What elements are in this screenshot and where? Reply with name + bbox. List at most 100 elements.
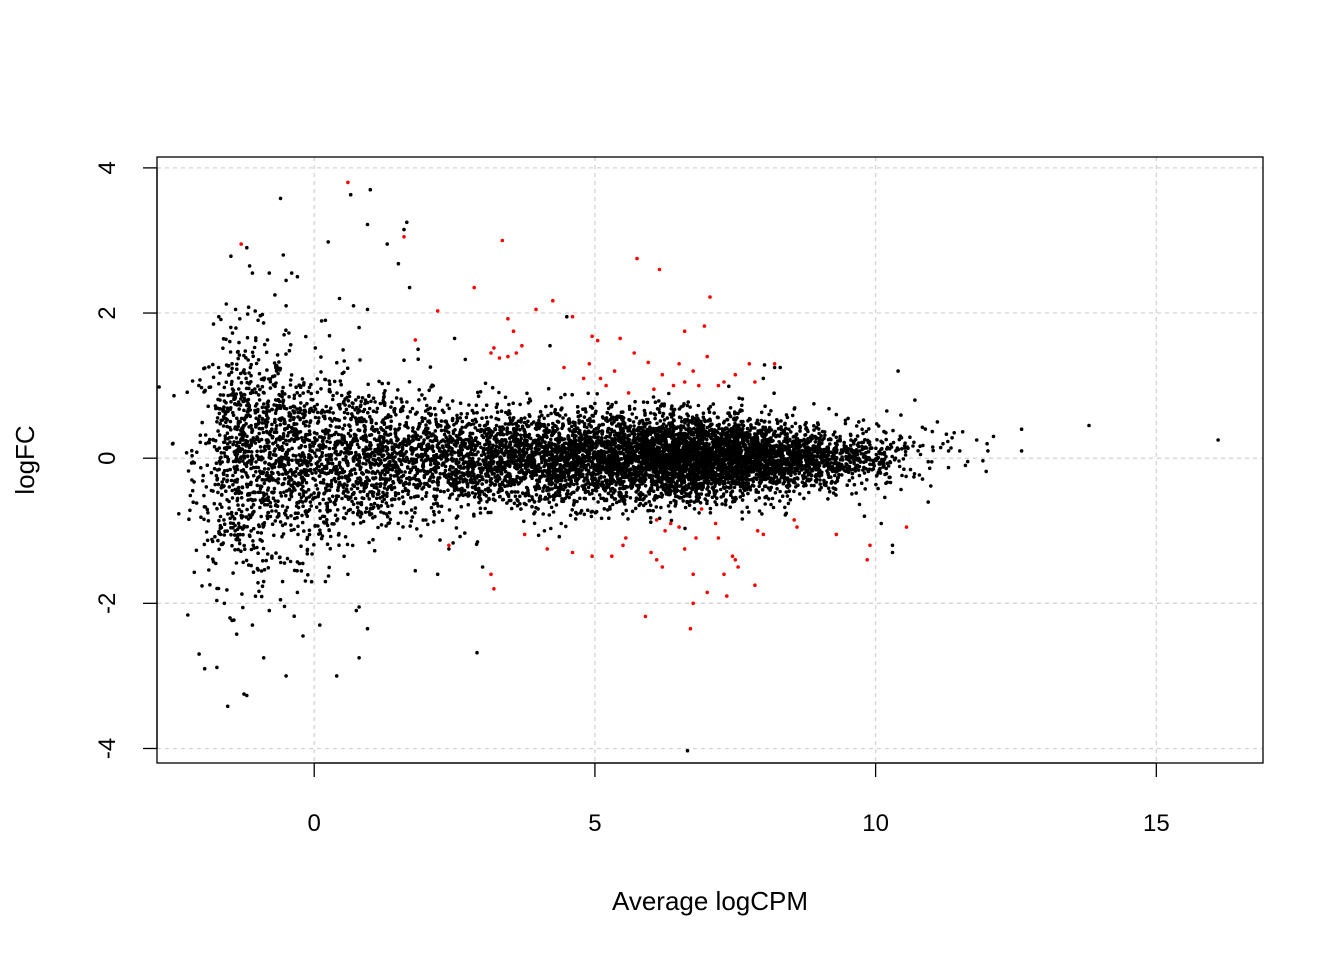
data-point [296,524,300,529]
data-point [439,419,444,423]
data-point [651,395,656,399]
data-point [241,424,246,428]
data-point [294,422,299,426]
data-point [279,494,284,498]
data-point [225,704,230,709]
data-point [386,413,391,417]
data-point [194,548,199,553]
data-point [446,430,451,435]
data-point [444,420,449,424]
data-point [450,459,455,463]
data-point [565,494,569,499]
data-point [524,423,529,427]
data-point [575,404,580,409]
data-point [303,435,308,439]
data-point [313,415,318,420]
data-point [296,511,300,515]
data-point [347,394,352,399]
data-point [390,503,394,508]
data-point [296,481,301,485]
data-point [434,467,438,472]
data-point [327,446,332,451]
data-point [270,407,274,412]
data-point [220,505,224,510]
data-point [328,453,333,457]
data-point [202,366,206,371]
data-point [424,423,428,427]
data-point [457,465,462,470]
data-point [368,414,372,419]
data-point [348,469,353,474]
data-point [270,509,274,513]
data-point [278,422,283,427]
data-point [345,366,350,371]
data-point [332,500,336,505]
data-point [227,435,232,440]
data-point [454,484,458,488]
data-point [301,452,306,457]
data-point [563,475,567,480]
data-point [350,405,355,410]
data-point [198,378,202,382]
data-point [373,458,378,463]
data-point [439,457,444,461]
data-point [259,594,264,599]
data-point [404,510,409,515]
data-point [335,360,339,365]
data-point [538,494,543,499]
data-point [284,328,288,333]
data-point [407,441,412,445]
data-point [511,401,515,406]
data-point [416,357,421,362]
data-point [389,405,393,409]
data-point [266,377,271,381]
data-point [240,447,245,452]
data-point [278,491,283,495]
data-point [551,431,556,436]
data-point [260,312,265,317]
data-point [334,497,339,502]
data-point [321,497,326,502]
data-point [323,432,328,436]
data-point [593,401,597,406]
data-point [434,455,439,460]
data-point [238,403,243,407]
data-point [420,487,424,491]
data-point [273,499,278,503]
data-point [367,394,371,399]
data-point [330,522,334,526]
data-point [278,560,283,565]
data-point [563,413,568,417]
data-point [362,407,367,412]
data-point [240,592,244,596]
data-point [262,481,267,486]
data-point [200,584,204,588]
data-point [218,502,222,507]
data-point [537,499,541,503]
data-point [204,530,209,534]
data-point [224,401,228,405]
data-point [496,417,501,422]
data-point [342,469,347,474]
data-point [239,380,244,385]
data-point [274,381,278,385]
data-point [253,309,257,313]
data-point [388,473,393,478]
data-point [254,460,258,464]
data-point [467,456,472,460]
data-point [222,533,227,537]
data-point [668,509,672,514]
data-point [439,453,443,458]
data-point [506,492,511,497]
data-point [577,421,581,425]
data-point [367,478,372,483]
data-point [551,510,556,514]
data-point [335,391,339,395]
data-point [417,388,422,392]
data-point [218,371,222,375]
data-point [494,405,499,410]
data-point [593,455,597,459]
data-point [374,496,379,501]
data-point [503,475,508,480]
data-point [303,579,308,583]
